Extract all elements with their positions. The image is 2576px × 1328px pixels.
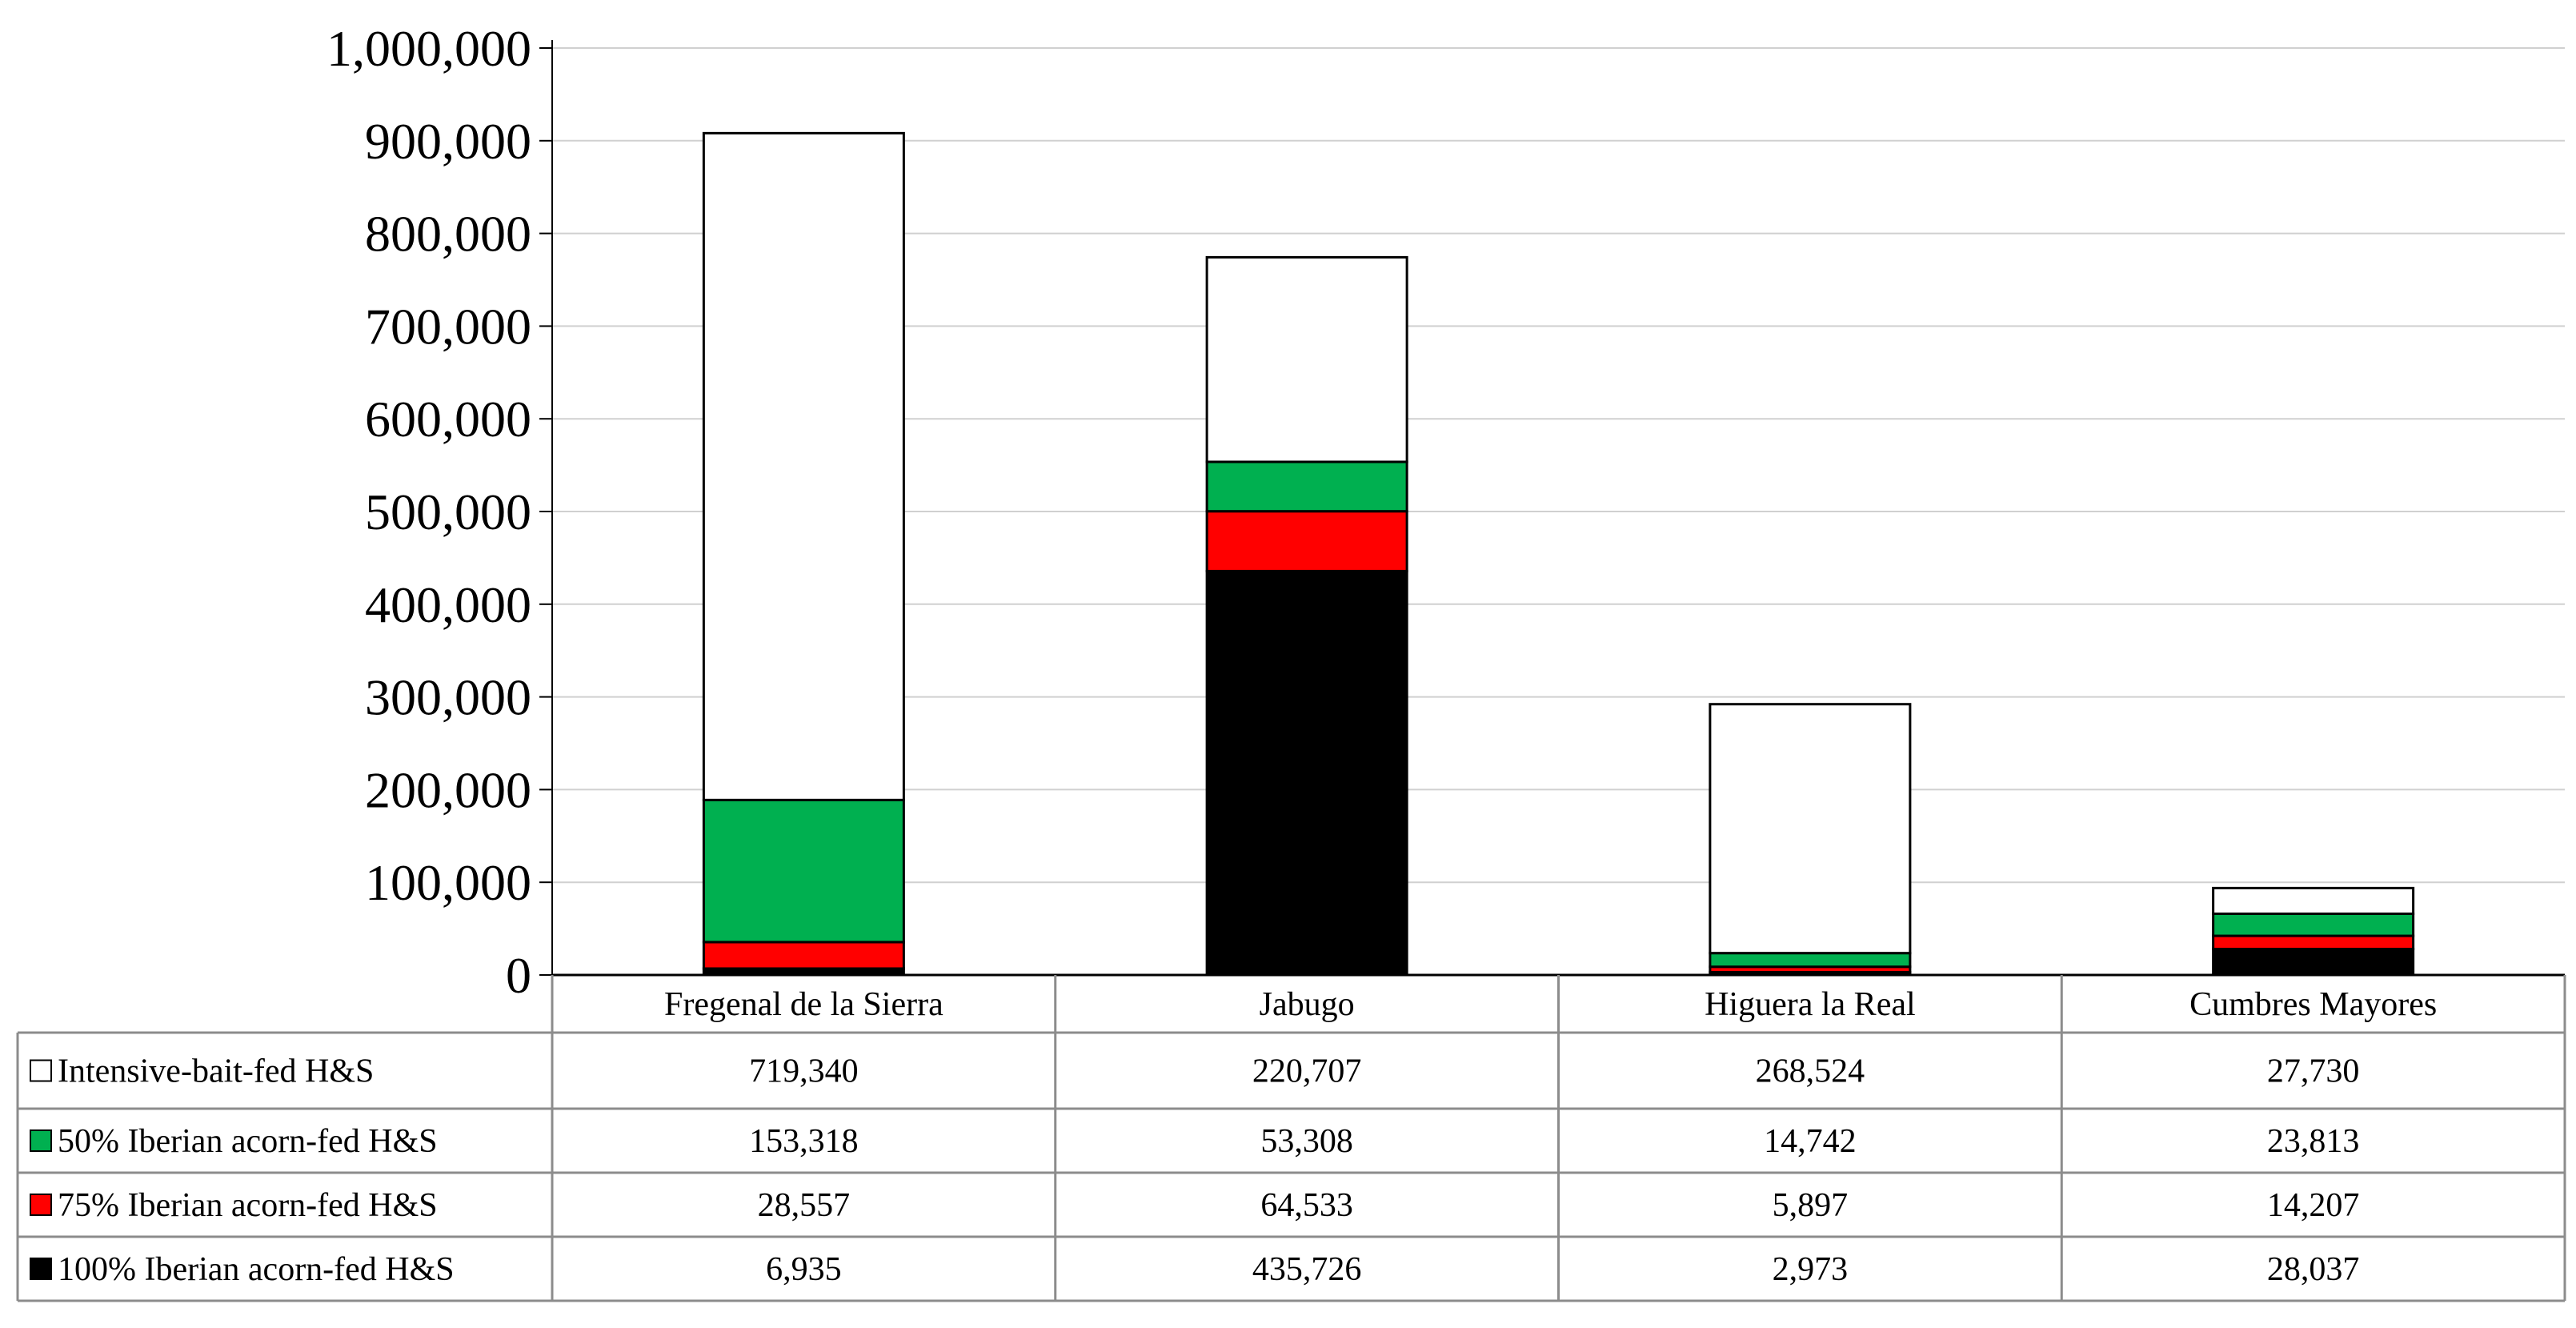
category-label: Fregenal de la Sierra <box>664 986 943 1023</box>
legend-key <box>30 1059 52 1082</box>
bar-segment <box>1709 703 1912 955</box>
bar-segment <box>702 941 905 970</box>
data-label: 28,557 <box>758 1187 851 1224</box>
data-label: 14,742 <box>1764 1123 1857 1160</box>
bars <box>702 131 2415 977</box>
data-label: 64,533 <box>1260 1187 1353 1224</box>
legend-key <box>30 1194 52 1216</box>
y-tick-label: 200,000 <box>365 761 531 818</box>
y-tick-label: 100,000 <box>365 854 531 911</box>
data-table: Fregenal de la Sierra Jabugo Higuera la Re… <box>16 973 2566 1302</box>
bar-segment <box>2212 948 2415 977</box>
category-label: Jabugo <box>1260 986 1355 1023</box>
bar-segment <box>2212 886 2415 916</box>
bar-segment <box>1205 255 1408 463</box>
data-label: 268,524 <box>1756 1053 1865 1090</box>
y-tick-label: 900,000 <box>365 113 531 170</box>
bar-segment <box>1205 460 1408 513</box>
bar-segment <box>702 798 905 944</box>
y-tick-label: 800,000 <box>365 206 531 263</box>
data-label: 2,973 <box>1773 1251 1849 1288</box>
data-label: 220,707 <box>1252 1053 1362 1090</box>
data-label: 14,207 <box>2267 1187 2360 1224</box>
series-label: 50% Iberian acorn-fed H&S <box>58 1123 438 1160</box>
legend-key <box>30 1258 52 1280</box>
y-tick-label: 300,000 <box>365 669 531 726</box>
category-label: Cumbres Mayores <box>2189 986 2437 1023</box>
y-tick-label: 400,000 <box>365 576 531 633</box>
data-label: 28,037 <box>2267 1251 2360 1288</box>
data-label: 435,726 <box>1252 1251 1362 1288</box>
y-tick-label: 700,000 <box>365 298 531 355</box>
y-tick-label: 500,000 <box>365 483 531 540</box>
y-tick-label: 600,000 <box>365 391 531 447</box>
data-label: 53,308 <box>1260 1123 1353 1160</box>
series-label: 100% Iberian acorn-fed H&S <box>58 1251 455 1288</box>
series-label: Intensive-bait-fed H&S <box>58 1053 374 1090</box>
data-label: 153,318 <box>749 1123 859 1160</box>
series-label: 75% Iberian acorn-fed H&S <box>58 1187 438 1224</box>
data-label: 5,897 <box>1773 1187 1849 1224</box>
bar-segment <box>1709 952 1912 969</box>
bar-segment <box>2212 934 2415 951</box>
bar-segment <box>702 131 905 801</box>
y-axis: 0 100,000 200,000 300,000 400,000 500,000 600,… <box>327 20 553 1004</box>
bar-segment <box>1205 510 1408 572</box>
data-label: 27,730 <box>2267 1053 2360 1090</box>
y-tick-label: 1,000,000 <box>327 20 531 77</box>
legend-key <box>30 1129 52 1152</box>
data-label: 719,340 <box>749 1053 859 1090</box>
data-label: 6,935 <box>766 1251 842 1288</box>
bar-segment <box>1205 569 1408 977</box>
bar-segment <box>2212 913 2415 937</box>
category-label: Higuera la Real <box>1705 986 1916 1023</box>
data-label: 23,813 <box>2267 1123 2360 1160</box>
y-tick-label: 0 <box>506 947 531 1004</box>
